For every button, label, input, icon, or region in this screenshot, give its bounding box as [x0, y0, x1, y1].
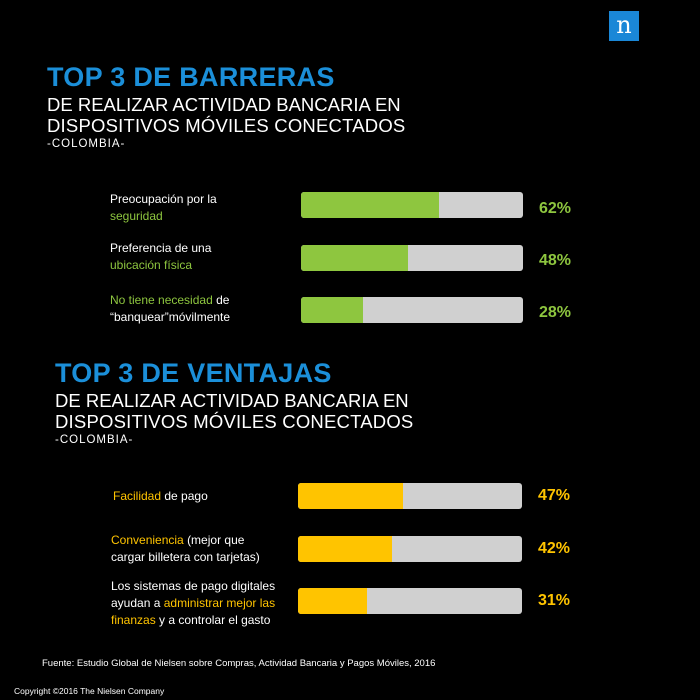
label-text: Preferencia de una [110, 241, 212, 255]
barreras-title: TOP 3 DE BARRERAS [47, 62, 335, 92]
label-highlight: Conveniencia [111, 533, 184, 547]
barreras-bar-track-3 [301, 297, 523, 323]
nielsen-logo: n [609, 11, 639, 41]
ventajas-subtitle-line2: DISPOSITIVOS MÓVILES CONECTADOS [55, 411, 414, 432]
ventajas-subtitle-line1: DE REALIZAR ACTIVIDAD BANCARIA EN [55, 390, 409, 411]
barreras-subtitle-line1: DE REALIZAR ACTIVIDAD BANCARIA EN [47, 94, 401, 115]
ventajas-label-2: Conveniencia (mejor que cargar billetera… [111, 532, 260, 566]
ventajas-bar-1 [298, 483, 404, 509]
label-highlight: ubicación física [110, 258, 193, 272]
ventajas-bar-2 [298, 536, 393, 562]
ventajas-country: -COLOMBIA- [55, 434, 134, 446]
source-note: Fuente: Estudio Global de Nielsen sobre … [42, 658, 436, 669]
label-text: y a controlar el gasto [159, 613, 271, 627]
copyright-note: Copyright ©2016 The Nielsen Company [14, 686, 165, 696]
label-text: “banquear”móvilmente [110, 310, 231, 324]
label-highlight: No tiene necesidad [110, 293, 213, 307]
ventajas-label-3: Los sistemas de pago digitales ayudan a … [111, 578, 275, 629]
barreras-bar-1 [301, 192, 439, 218]
ventajas-label-1: Facilidad de pago [113, 488, 208, 505]
label-text: cargar billetera con tarjetas) [111, 550, 260, 564]
ventajas-bar-track-2 [298, 536, 522, 562]
label-text: ayudan a [111, 596, 161, 610]
barreras-bar-track-1 [301, 192, 523, 218]
label-text: Los sistemas de pago digitales [111, 579, 276, 593]
ventajas-bar-track-3 [298, 588, 522, 614]
ventajas-value-3: 31% [538, 592, 571, 609]
label-highlight: Facilidad [113, 489, 162, 503]
ventajas-value-1: 47% [538, 487, 571, 504]
barreras-value-3: 28% [539, 304, 572, 321]
barreras-country: -COLOMBIA- [47, 138, 126, 150]
barreras-header: TOP 3 DE BARRERAS DE REALIZAR ACTIVIDAD … [47, 62, 405, 152]
label-text: de pago [164, 489, 208, 503]
label-highlight: seguridad [110, 209, 163, 223]
barreras-bar-2 [301, 245, 408, 271]
barreras-label-2: Preferencia de una ubicación física [110, 240, 211, 274]
barreras-label-1: Preocupación por la seguridad [110, 191, 217, 225]
label-highlight: finanzas [111, 613, 156, 627]
label-text: de [216, 293, 230, 307]
ventajas-bar-track-1 [298, 483, 522, 509]
ventajas-bar-3 [298, 588, 368, 614]
barreras-bar-3 [301, 297, 364, 323]
barreras-subtitle-line2: DISPOSITIVOS MÓVILES CONECTADOS [47, 115, 406, 136]
barreras-bar-track-2 [301, 245, 523, 271]
barreras-value-2: 48% [539, 252, 572, 269]
label-highlight: administrar mejor las [163, 596, 276, 610]
ventajas-value-2: 42% [538, 540, 571, 557]
label-text: (mejor que [187, 533, 245, 547]
label-text: Preocupación por la [110, 192, 217, 206]
barreras-value-1: 62% [539, 200, 572, 217]
ventajas-header: TOP 3 DE VENTAJAS DE REALIZAR ACTIVIDAD … [55, 358, 413, 448]
barreras-label-3: No tiene necesidad de “banquear”móvilmen… [110, 292, 230, 326]
ventajas-title: TOP 3 DE VENTAJAS [55, 358, 332, 388]
